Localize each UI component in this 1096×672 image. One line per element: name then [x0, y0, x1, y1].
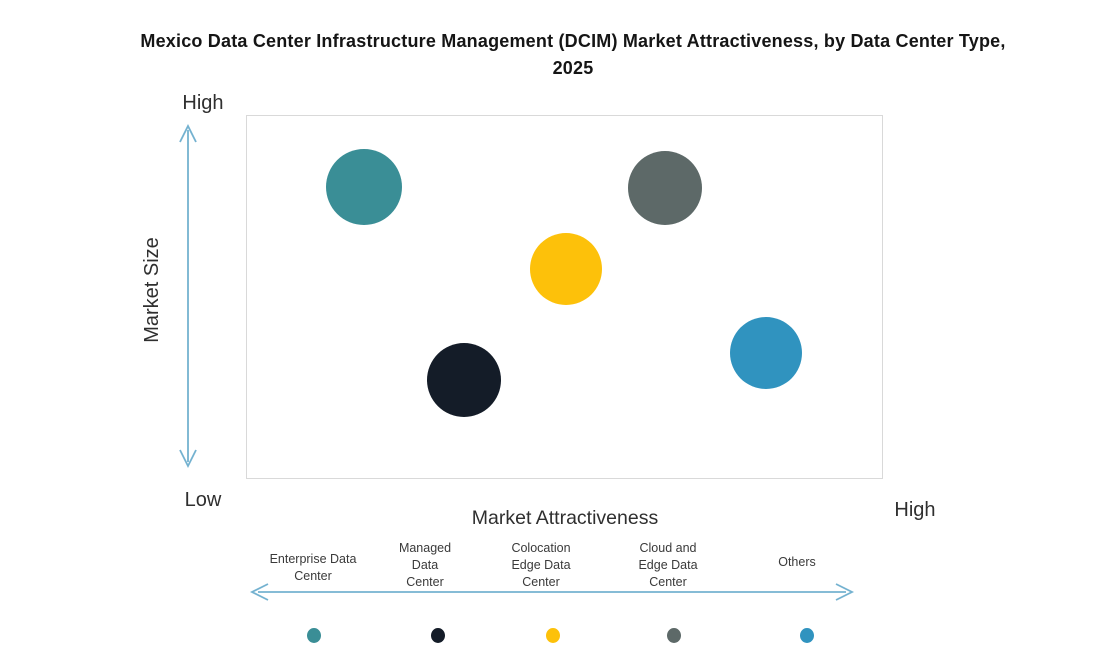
- plot-area: [246, 115, 883, 479]
- x-axis-arrow-icon: [249, 583, 855, 601]
- legend-dot-enterprise-data-center: [307, 628, 321, 643]
- legend-dot-others: [800, 628, 814, 643]
- category-label-enterprise-data-center: Enterprise Data Center: [269, 552, 357, 583]
- y-axis-high-label: High: [182, 92, 224, 114]
- y-axis-title: Market Size: [140, 237, 163, 343]
- y-axis-arrow-icon: [179, 123, 197, 469]
- legend-dot-cloud-and-edge-data-center: [667, 628, 681, 643]
- bubble-managed-data-center: [426, 342, 501, 417]
- x-axis-title: Market Attractiveness: [471, 507, 659, 529]
- chart-title-line1: Mexico Data Center Infrastructure Manage…: [140, 31, 1006, 51]
- bubble-enterprise-data-center: [326, 148, 403, 225]
- category-label-others: Others: [778, 555, 816, 569]
- y-axis-low-label: Low: [184, 489, 222, 511]
- bubble-cloud-and-edge-data-center: [627, 150, 702, 225]
- bubble-colocation-edge-data-center: [529, 232, 602, 305]
- legend-dot-colocation-edge-data-center: [546, 628, 560, 643]
- chart-title: Mexico Data Center Infrastructure Manage…: [0, 28, 1096, 82]
- bubble-others: [730, 316, 803, 389]
- category-label-cloud-and-edge-data-center: Cloud and Edge Data Center: [638, 541, 698, 589]
- legend-dot-managed-data-center: [431, 628, 445, 643]
- chart-title-line2: 2025: [552, 58, 594, 78]
- x-axis-high-label: High: [894, 499, 936, 521]
- category-label-managed-data-center: Managed Data Center: [398, 541, 452, 589]
- category-label-colocation-edge-data-center: Colocation Edge Data Center: [511, 541, 571, 589]
